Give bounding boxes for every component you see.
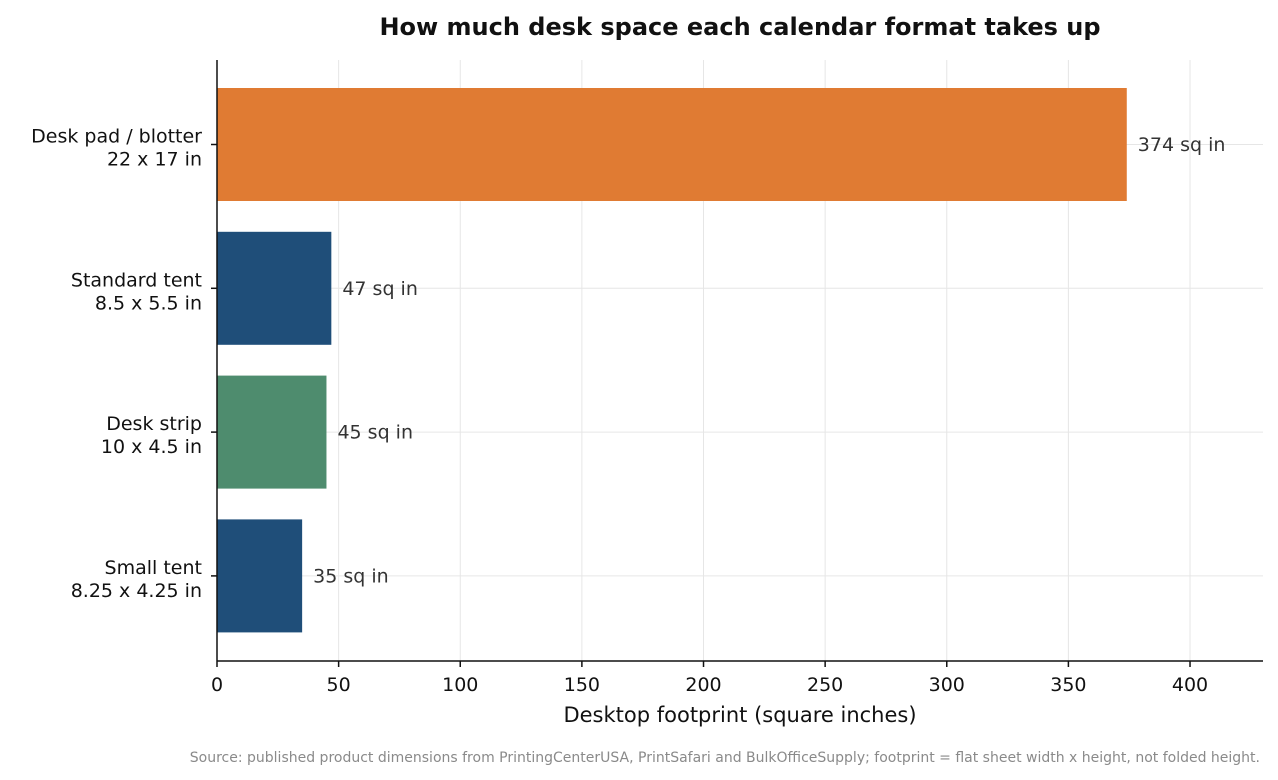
- chart-title: How much desk space each calendar format…: [379, 13, 1100, 41]
- bar-value-label: 374 sq in: [1138, 134, 1226, 156]
- bar-value-label: 45 sq in: [337, 422, 413, 444]
- x-tick-label: 400: [1172, 674, 1208, 696]
- x-axis-label: Desktop footprint (square inches): [563, 703, 916, 727]
- x-tick-label: 50: [327, 674, 351, 696]
- axes: [211, 60, 1263, 667]
- labels: 0 50 100 150 200 250 300 350 400 374 sq in Desk pa…: [31, 126, 1225, 697]
- x-tick-label: 350: [1050, 674, 1086, 696]
- x-tick-label: 200: [685, 674, 721, 696]
- bars: [217, 88, 1127, 633]
- category-size-label: 8.25 x 4.25 in: [71, 580, 202, 602]
- source-note: Source: published product dimensions fro…: [190, 750, 1260, 766]
- x-tick-label: 300: [929, 674, 965, 696]
- x-tick-label: 250: [807, 674, 843, 696]
- bar: [217, 375, 327, 489]
- x-tick-label: 150: [564, 674, 600, 696]
- category-name-label: Small tent: [105, 557, 202, 579]
- category-name-label: Standard tent: [71, 269, 202, 291]
- category-size-label: 22 x 17 in: [107, 149, 202, 171]
- bar: [217, 88, 1127, 201]
- category-size-label: 10 x 4.5 in: [101, 436, 202, 458]
- category-name-label: Desk pad / blotter: [31, 126, 202, 148]
- bar-value-label: 35 sq in: [313, 565, 389, 587]
- x-tick-label: 0: [211, 674, 223, 696]
- bar: [217, 231, 332, 345]
- category-name-label: Desk strip: [106, 413, 202, 435]
- category-size-label: 8.5 x 5.5 in: [95, 292, 202, 314]
- bar: [217, 519, 303, 633]
- x-tick-label: 100: [442, 674, 478, 696]
- bar-value-label: 47 sq in: [342, 278, 418, 300]
